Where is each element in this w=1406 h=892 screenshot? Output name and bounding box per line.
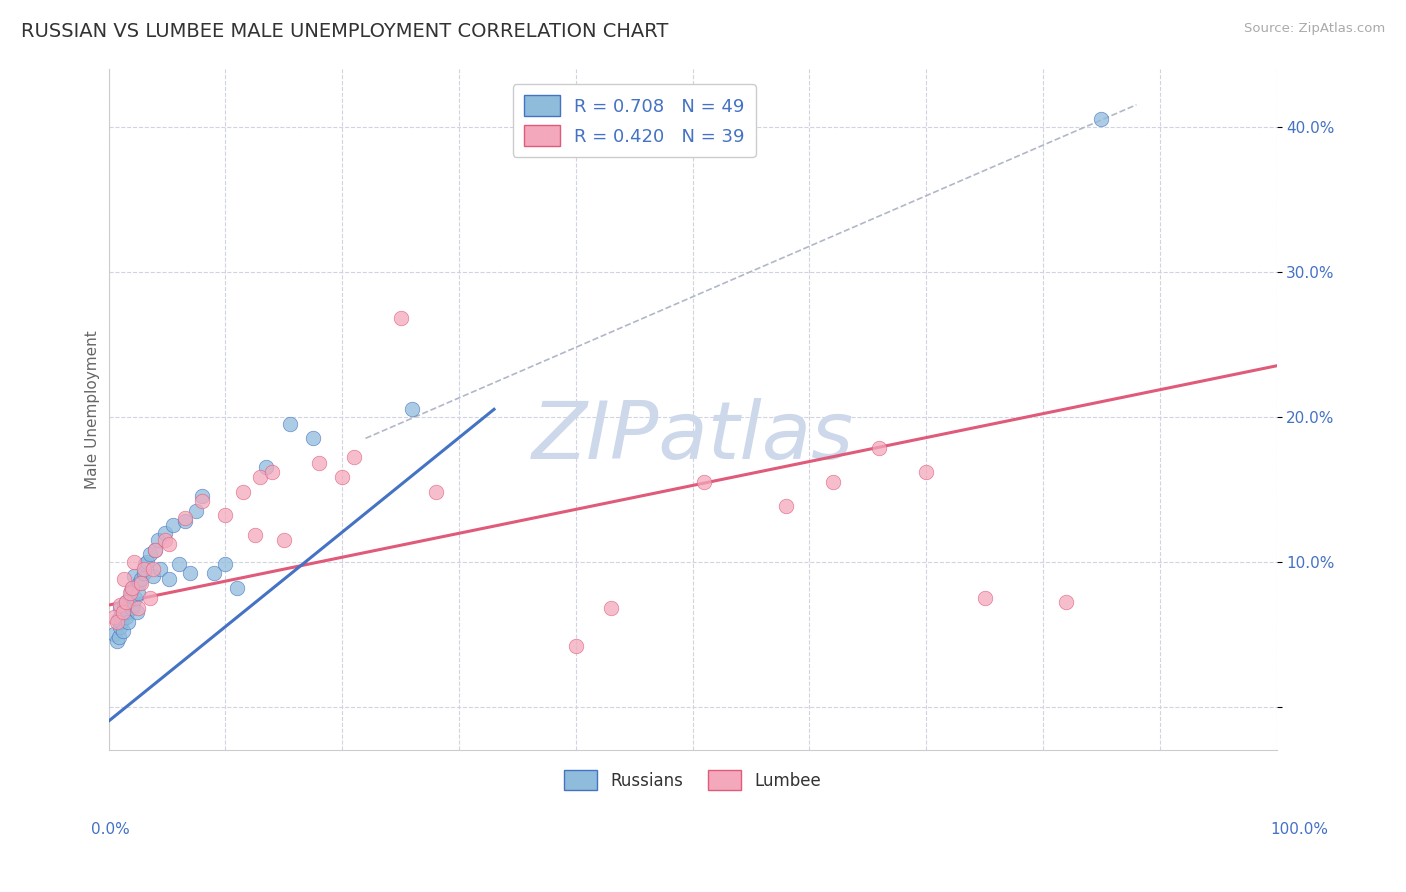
Point — [821, 475, 844, 489]
Point — [249, 470, 271, 484]
Point — [132, 566, 155, 581]
Point — [138, 547, 160, 561]
Point — [179, 566, 201, 581]
Text: ZIPatlas: ZIPatlas — [531, 398, 853, 475]
Point — [124, 591, 146, 605]
Legend: Russians, Lumbee: Russians, Lumbee — [557, 764, 828, 797]
Point — [105, 615, 128, 630]
Point — [389, 310, 412, 325]
Point — [121, 601, 143, 615]
Point — [111, 624, 134, 639]
Point — [599, 601, 621, 615]
Point — [103, 627, 125, 641]
Text: 0.0%: 0.0% — [91, 822, 131, 837]
Point — [103, 609, 125, 624]
Point — [278, 417, 301, 431]
Point — [110, 615, 132, 630]
Point — [153, 533, 176, 547]
Point — [143, 543, 166, 558]
Point — [110, 609, 132, 624]
Point — [565, 639, 588, 653]
Point — [425, 485, 447, 500]
Point — [110, 598, 132, 612]
Point — [401, 402, 423, 417]
Point — [1090, 112, 1112, 127]
Point — [173, 511, 195, 525]
Point — [186, 504, 208, 518]
Point — [117, 615, 139, 630]
Point — [157, 537, 180, 551]
Point — [262, 465, 284, 479]
Point — [125, 605, 148, 619]
Point — [118, 586, 141, 600]
Point — [124, 569, 146, 583]
Point — [973, 591, 995, 605]
Point — [110, 620, 132, 634]
Point — [117, 605, 139, 619]
Point — [118, 591, 141, 605]
Point — [214, 508, 236, 523]
Text: 100.0%: 100.0% — [1271, 822, 1329, 837]
Y-axis label: Male Unemployment: Male Unemployment — [86, 330, 100, 489]
Point — [112, 572, 135, 586]
Point — [146, 533, 169, 547]
Point — [308, 456, 330, 470]
Point — [136, 555, 159, 569]
Text: RUSSIAN VS LUMBEE MALE UNEMPLOYMENT CORRELATION CHART: RUSSIAN VS LUMBEE MALE UNEMPLOYMENT CORR… — [21, 22, 668, 41]
Point — [122, 598, 145, 612]
Point — [1054, 595, 1077, 609]
Point — [214, 558, 236, 572]
Point — [115, 595, 138, 609]
Point — [110, 601, 132, 615]
Point — [343, 450, 366, 465]
Point — [124, 555, 146, 569]
Point — [134, 558, 156, 572]
Point — [157, 572, 180, 586]
Point — [191, 493, 214, 508]
Point — [128, 576, 150, 591]
Point — [127, 586, 149, 600]
Point — [232, 485, 254, 500]
Point — [226, 581, 249, 595]
Text: Source: ZipAtlas.com: Source: ZipAtlas.com — [1244, 22, 1385, 36]
Point — [202, 566, 225, 581]
Point — [143, 543, 166, 558]
Point — [112, 598, 135, 612]
Point — [243, 528, 266, 542]
Point — [108, 630, 131, 644]
Point — [693, 475, 716, 489]
Point — [111, 605, 134, 619]
Point — [254, 460, 277, 475]
Point — [142, 569, 165, 583]
Point — [191, 489, 214, 503]
Point — [302, 431, 325, 445]
Point — [775, 500, 797, 514]
Point — [121, 581, 143, 595]
Point — [105, 634, 128, 648]
Point — [915, 465, 938, 479]
Point — [138, 591, 160, 605]
Point — [153, 525, 176, 540]
Point — [107, 613, 129, 627]
Point — [167, 558, 190, 572]
Point — [173, 514, 195, 528]
Point — [142, 562, 165, 576]
Point — [868, 442, 890, 456]
Point — [162, 518, 184, 533]
Point — [132, 562, 155, 576]
Point — [149, 562, 172, 576]
Point — [115, 595, 138, 609]
Point — [330, 470, 353, 484]
Point — [127, 601, 149, 615]
Point — [115, 609, 138, 624]
Point — [131, 576, 153, 591]
Point — [273, 533, 295, 547]
Point — [131, 572, 153, 586]
Point — [120, 583, 142, 598]
Point — [121, 581, 143, 595]
